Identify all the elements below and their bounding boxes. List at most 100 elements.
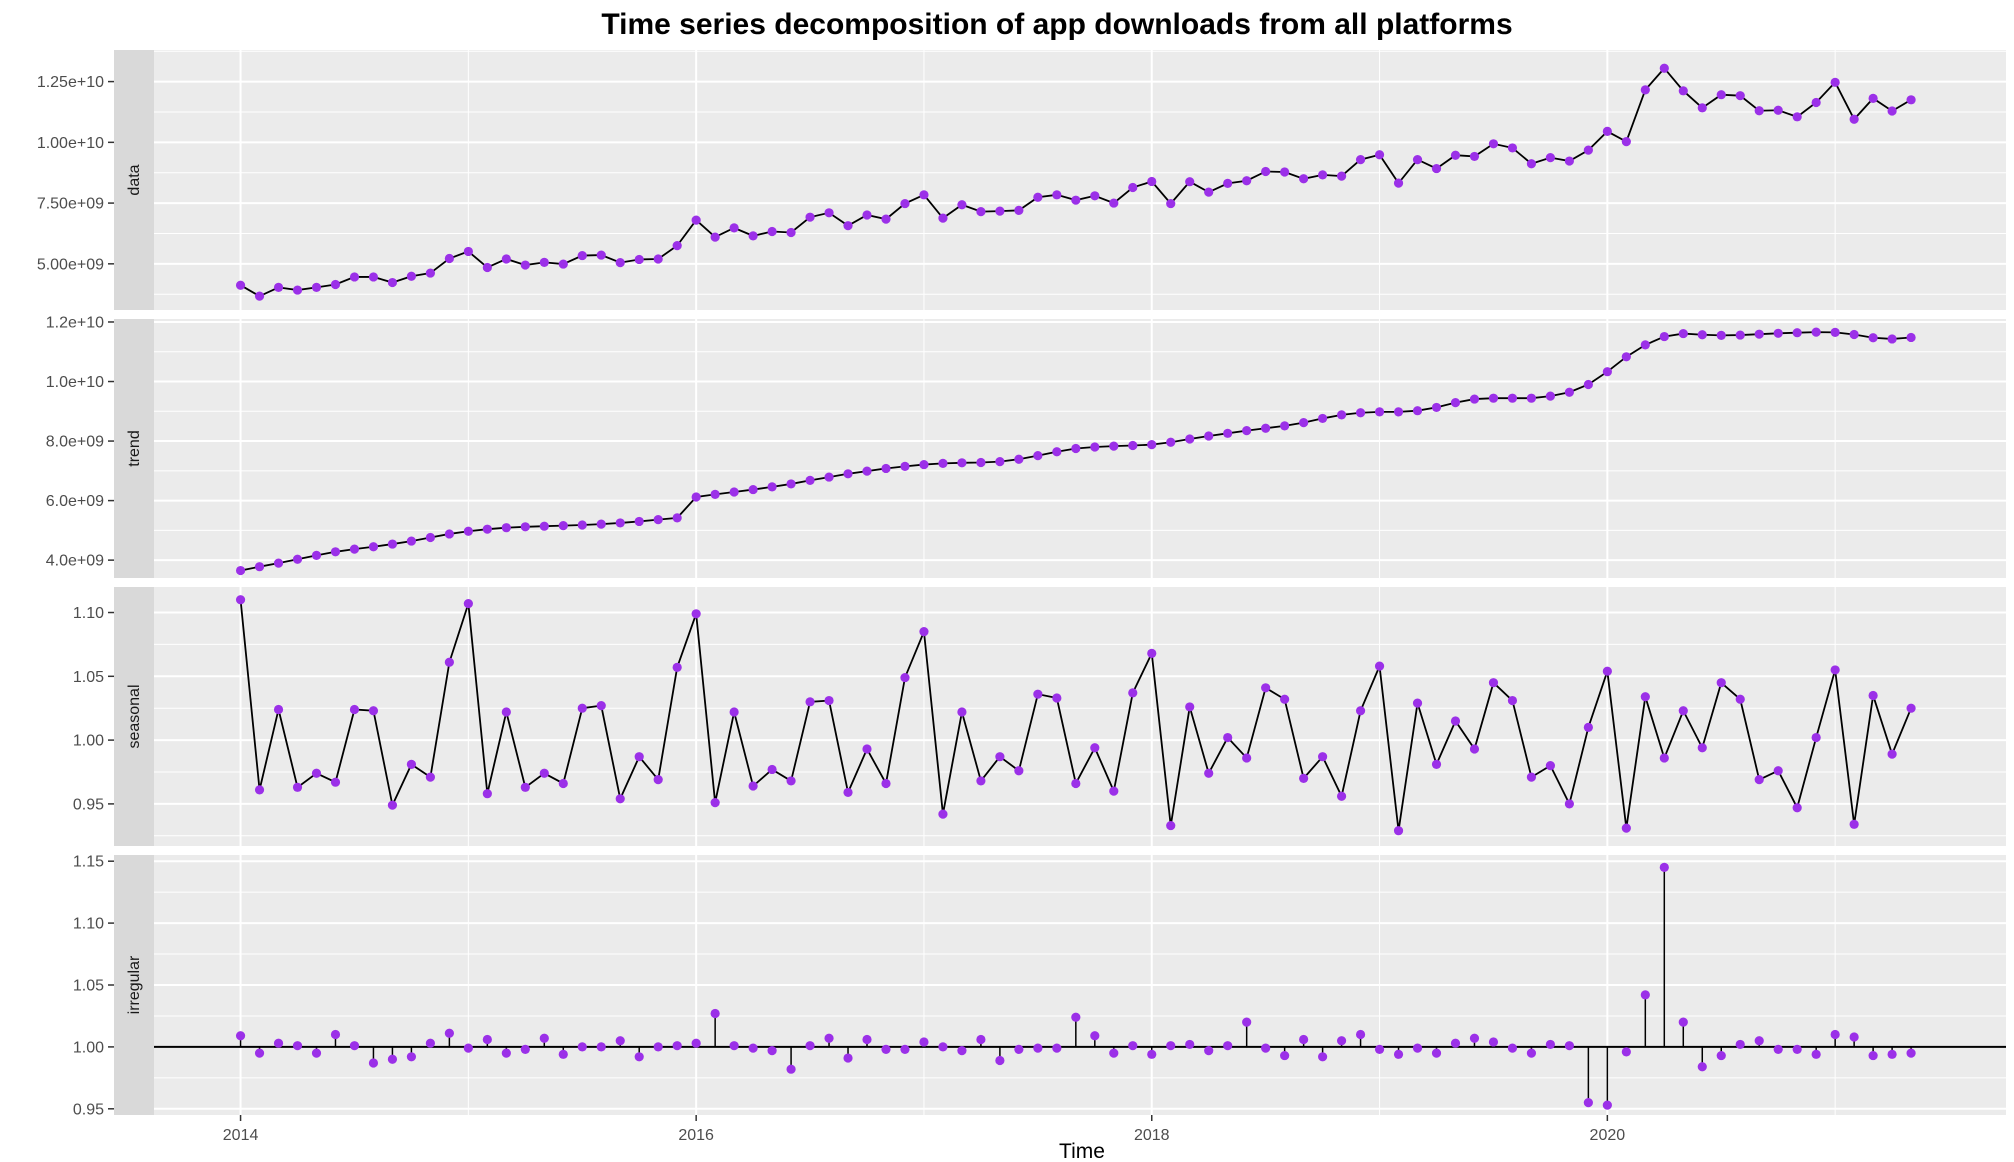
data-point	[1431, 1048, 1442, 1058]
panel-trend: 4.0e+09 6.0e+09 8.0e+09 1.0e+10 1.2e+10 trend	[46, 314, 2006, 578]
data-point	[1906, 95, 1916, 105]
data-point	[425, 772, 435, 782]
data-point	[976, 457, 986, 468]
data-point	[349, 1041, 360, 1051]
data-point	[1526, 393, 1537, 403]
data-point	[1318, 170, 1328, 180]
data-point	[1583, 145, 1593, 155]
data-point	[1811, 732, 1821, 743]
data-point	[1052, 693, 1062, 703]
data-point	[1621, 352, 1631, 362]
data-point	[520, 782, 530, 792]
data-point	[1090, 743, 1100, 753]
data-point	[577, 250, 587, 261]
data-point	[311, 768, 322, 778]
data-point	[1280, 1050, 1290, 1061]
data-point	[976, 1034, 986, 1045]
data-point	[311, 550, 322, 560]
data-point	[501, 707, 511, 717]
x-tick-label: 2016	[678, 1127, 714, 1144]
data-point	[1299, 174, 1309, 184]
data-point	[1336, 171, 1347, 181]
strip-label-seasonal: seasonal	[126, 684, 143, 748]
data-point	[292, 285, 303, 295]
data-point	[919, 459, 929, 470]
y-tick-label: 8.0e+09	[46, 434, 104, 451]
data-point	[1431, 163, 1442, 174]
data-point	[1412, 698, 1423, 708]
x-axis-title: Time	[1059, 1140, 1105, 1162]
data-point	[1393, 407, 1404, 417]
panel-background	[154, 50, 2006, 310]
data-point	[254, 1048, 265, 1058]
data-point	[1754, 775, 1764, 785]
data-point	[520, 1044, 530, 1054]
data-point	[1204, 187, 1214, 197]
data-point	[824, 695, 834, 706]
data-point	[1564, 1041, 1574, 1051]
data-point	[330, 279, 341, 290]
data-point	[748, 231, 758, 241]
data-point	[482, 262, 492, 273]
data-point	[1678, 328, 1688, 339]
data-point	[729, 223, 739, 233]
data-point	[1261, 166, 1271, 177]
y-tick-label: 1.10	[73, 605, 104, 622]
data-point	[843, 469, 853, 479]
data-point	[501, 254, 511, 264]
data-point	[653, 775, 663, 785]
data-point	[1659, 331, 1669, 342]
data-point	[596, 701, 606, 711]
data-point	[558, 259, 568, 269]
data-point	[1488, 1037, 1499, 1047]
data-point	[957, 200, 967, 210]
data-point	[1412, 154, 1423, 165]
data-point	[1830, 1029, 1840, 1040]
data-point	[1261, 683, 1271, 693]
data-point	[1754, 329, 1764, 339]
data-point	[1185, 702, 1195, 712]
data-point	[957, 1046, 967, 1056]
data-point	[995, 1055, 1005, 1066]
data-point	[691, 609, 701, 619]
data-point	[1849, 819, 1859, 829]
data-point	[767, 226, 777, 237]
data-point	[520, 260, 530, 270]
data-point	[520, 522, 530, 532]
data-point	[368, 1058, 379, 1068]
data-point	[1071, 1012, 1081, 1022]
data-point	[919, 190, 929, 200]
data-point	[1355, 408, 1366, 418]
data-point	[311, 1048, 322, 1058]
data-point	[710, 1008, 720, 1019]
data-point	[387, 277, 398, 288]
data-point	[938, 213, 948, 223]
data-point	[1090, 191, 1100, 201]
data-point	[691, 492, 701, 502]
data-point	[1355, 706, 1366, 716]
data-point	[653, 1042, 663, 1052]
data-point	[1697, 743, 1707, 753]
data-point	[1583, 379, 1593, 390]
data-point	[1773, 1044, 1783, 1054]
data-point	[1318, 413, 1328, 424]
data-point	[292, 1041, 303, 1051]
data-point	[748, 781, 758, 791]
y-tick-label: 1.05	[73, 669, 104, 686]
data-point	[463, 1043, 473, 1053]
data-point	[1621, 823, 1631, 833]
data-point	[1526, 159, 1537, 169]
data-point	[1602, 126, 1612, 137]
data-point	[254, 562, 265, 572]
data-point	[710, 798, 720, 808]
y-tick-label: 0.95	[73, 1101, 104, 1118]
data-point	[1659, 63, 1669, 73]
data-point	[615, 794, 625, 804]
strip-data	[114, 50, 154, 310]
data-point	[1602, 1100, 1612, 1110]
strip-label-irregular: irregular	[126, 955, 143, 1014]
data-point	[1242, 176, 1252, 186]
data-point	[1469, 1033, 1480, 1043]
data-point	[1109, 786, 1119, 796]
data-point	[805, 475, 815, 485]
